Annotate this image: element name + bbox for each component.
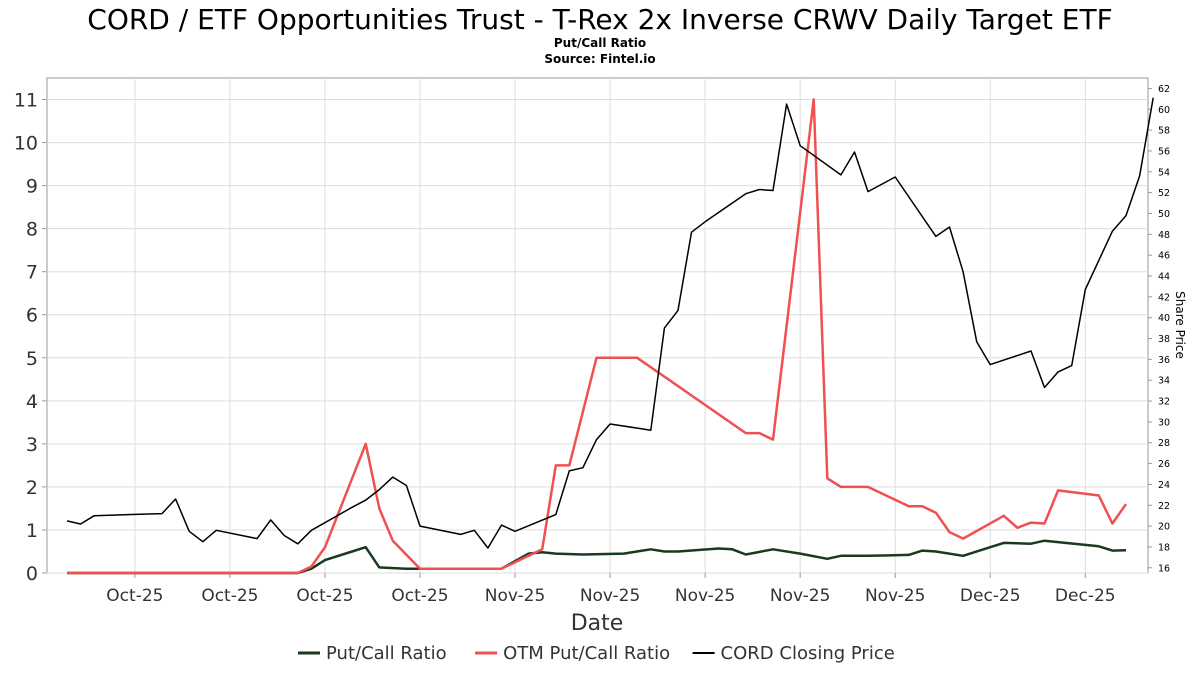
right-tick-label: 16 — [1158, 563, 1170, 574]
x-tick-label: Nov-25 — [865, 586, 926, 606]
right-tick-label: 38 — [1158, 334, 1170, 345]
left-tick-label: 11 — [14, 90, 38, 112]
left-tick-label: 6 — [26, 305, 38, 327]
right-tick-label: 24 — [1158, 480, 1170, 491]
right-tick-label: 56 — [1158, 146, 1170, 157]
x-axis-label: Date — [571, 611, 624, 636]
right-tick-label: 58 — [1158, 126, 1170, 137]
x-tick-label: Oct-25 — [106, 586, 163, 606]
right-tick-label: 62 — [1158, 84, 1170, 95]
right-tick-label: 46 — [1158, 251, 1170, 262]
right-tick-label: 34 — [1158, 376, 1170, 387]
legend-label: Put/Call Ratio — [326, 643, 447, 664]
left-tick-label: 3 — [26, 434, 38, 456]
left-tick-label: 1 — [26, 520, 38, 542]
left-tick-label: 10 — [14, 133, 38, 155]
left-tick-label: 9 — [26, 176, 38, 198]
x-tick-label: Oct-25 — [201, 586, 258, 606]
right-tick-label: 36 — [1158, 355, 1170, 366]
x-tick-label: Nov-25 — [485, 586, 546, 606]
right-tick-label: 22 — [1158, 501, 1170, 512]
right-tick-label: 20 — [1158, 522, 1170, 533]
x-tick-label: Nov-25 — [580, 586, 641, 606]
left-tick-label: 8 — [26, 219, 38, 241]
legend-label: CORD Closing Price — [721, 643, 895, 664]
left-tick-label: 5 — [26, 348, 38, 370]
series-line-put-call-ratio — [67, 539, 1127, 575]
right-tick-label: 60 — [1158, 105, 1170, 116]
right-tick-label: 44 — [1158, 272, 1170, 283]
left-tick-label: 0 — [26, 563, 38, 585]
x-tick-label: Dec-25 — [1055, 586, 1116, 606]
x-tick-label: Nov-25 — [770, 586, 831, 606]
right-tick-label: 50 — [1158, 209, 1170, 220]
series-lines — [66, 97, 1154, 575]
x-tick-label: Oct-25 — [391, 586, 448, 606]
chart-subtitle: Put/Call Ratio — [554, 36, 646, 50]
right-tick-label: 42 — [1158, 292, 1170, 303]
right-tick-label: 48 — [1158, 230, 1170, 241]
chart-title: CORD / ETF Opportunities Trust - T-Rex 2… — [87, 3, 1112, 36]
left-tick-label: 4 — [26, 391, 38, 413]
right-tick-label: 30 — [1158, 417, 1170, 428]
x-tick-label: Oct-25 — [296, 586, 353, 606]
right-tick-label: 26 — [1158, 459, 1170, 470]
left-axis: 0 1 2 3 4 5 6 7 8 9 10 11 — [14, 90, 47, 585]
right-axis-label: Share Price — [1173, 291, 1187, 359]
x-axis: Oct-25 Oct-25 Oct-25 Oct-25 Nov-25 Nov-25 Nov-… — [106, 573, 1116, 606]
x-tick-label: Dec-25 — [960, 586, 1021, 606]
right-tick-label: 18 — [1158, 542, 1170, 553]
plot-area — [46, 77, 1149, 574]
legend: Put/Call Ratio OTM Put/Call Ratio CORD Clo… — [298, 643, 895, 664]
right-axis: 16 18 20 22 24 26 28 30 32 34 36 38 40 42 44 46 48 50 52 54… — [1148, 84, 1170, 574]
left-tick-label: 7 — [26, 262, 38, 284]
legend-label: OTM Put/Call Ratio — [503, 643, 670, 664]
right-tick-label: 32 — [1158, 397, 1170, 408]
right-tick-label: 28 — [1158, 438, 1170, 449]
series-line-cord-closing-price — [66, 97, 1154, 549]
right-tick-label: 40 — [1158, 313, 1170, 324]
right-tick-label: 54 — [1158, 167, 1170, 178]
chart-source: Source: Fintel.io — [544, 52, 655, 66]
series-line-otm-put-call-ratio — [67, 98, 1128, 575]
right-tick-label: 52 — [1158, 188, 1170, 199]
x-tick-label: Nov-25 — [675, 586, 736, 606]
left-tick-label: 2 — [26, 477, 38, 499]
